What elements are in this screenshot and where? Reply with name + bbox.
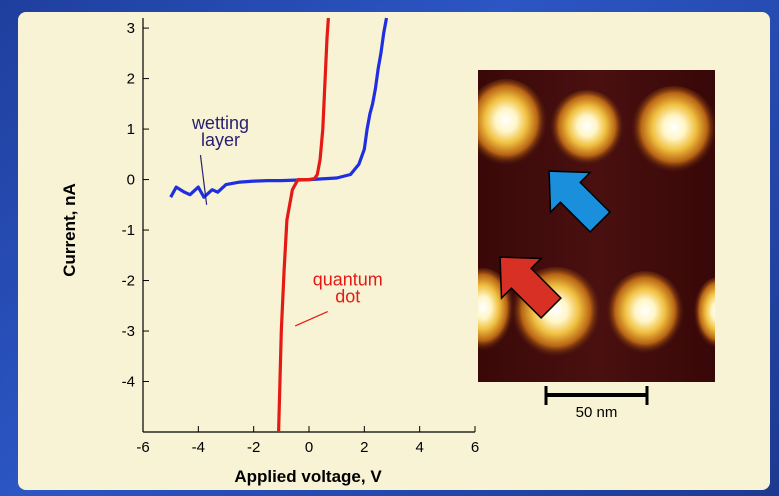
annotation-pointer xyxy=(294,311,328,327)
quantum-dot-spot xyxy=(478,79,548,171)
y-axis-title: Current, nA xyxy=(60,183,79,277)
y-tick-label: -2 xyxy=(122,273,135,290)
afm-image-svg xyxy=(478,70,715,382)
x-tick-label: 0 xyxy=(305,439,313,456)
series-line-0 xyxy=(169,17,389,199)
annotation-pointer xyxy=(199,154,208,205)
quantum-dot-spot xyxy=(693,277,715,353)
annotation-text: dot xyxy=(335,287,360,307)
annotation-text: wetting xyxy=(191,113,249,133)
quantum-dot-spot xyxy=(630,86,715,178)
x-tick-label: 2 xyxy=(360,439,368,456)
quantum-dot-arrow xyxy=(499,256,562,319)
quantum-dot-spot xyxy=(549,90,625,170)
scale-bar-label: 50 nm xyxy=(575,404,618,421)
wetting-layer-arrow xyxy=(548,170,611,233)
x-tick-label: -2 xyxy=(247,439,260,456)
y-tick-label: 3 xyxy=(127,20,135,37)
x-tick-label: 6 xyxy=(471,439,479,456)
y-tick-label: 0 xyxy=(127,172,135,189)
y-tick-label: 2 xyxy=(127,71,135,88)
quantum-dot-spot xyxy=(605,271,685,359)
afm-image xyxy=(478,70,715,382)
y-tick-label: 1 xyxy=(127,121,135,138)
annotation-text: layer xyxy=(201,130,240,150)
y-tick-label: -4 xyxy=(122,374,135,391)
x-tick-label: 4 xyxy=(415,439,423,456)
annotation-text: quantum xyxy=(313,270,383,290)
y-tick-label: -1 xyxy=(122,222,135,239)
y-tick-label: -3 xyxy=(122,323,135,340)
chart-axes: -6 -4 -2 0 2 4 6 3 2 1 0 -1 -2 -3 -4 xyxy=(122,18,479,456)
x-axis-title: Applied voltage, V xyxy=(234,467,382,486)
series-line-1 xyxy=(277,17,330,433)
x-tick-label: -6 xyxy=(136,439,149,456)
series-layer xyxy=(169,17,389,433)
x-tick-label: -4 xyxy=(192,439,205,456)
